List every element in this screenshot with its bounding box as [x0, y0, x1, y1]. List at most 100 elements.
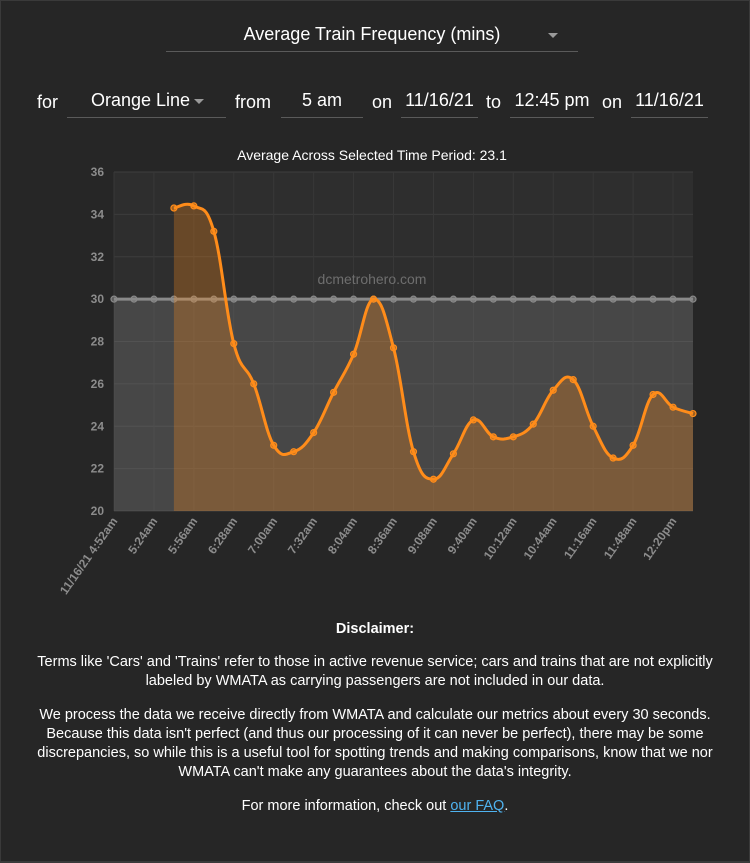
chart-watermark: dcmetrohero.com: [318, 271, 427, 287]
data-point: [130, 295, 138, 303]
start-date-value: 11/16/21: [405, 90, 474, 110]
x-tick-label: 10:44am: [521, 515, 560, 562]
data-point: [469, 295, 477, 303]
data-point: [569, 295, 577, 303]
data-point: [649, 390, 657, 399]
data-point: [489, 295, 497, 303]
x-tick-label: 10:12am: [481, 515, 520, 562]
data-point: [669, 295, 677, 303]
for-label: for: [37, 92, 59, 112]
data-point: [609, 454, 617, 462]
data-point: [429, 475, 438, 483]
data-point: [330, 388, 338, 396]
data-point: [629, 441, 637, 449]
data-point: [609, 295, 617, 303]
end-date-field[interactable]: 11/16/21: [631, 84, 708, 118]
end-time-field[interactable]: 12:45 pm: [510, 84, 594, 118]
x-tick-label: 11:16am: [561, 515, 600, 562]
faq-link[interactable]: our FAQ: [450, 798, 505, 814]
data-point: [190, 202, 198, 210]
data-point: [629, 295, 637, 303]
data-point: [349, 350, 358, 358]
data-point: [270, 441, 278, 449]
y-tick-label: 22: [91, 462, 105, 476]
to-label: to: [486, 92, 502, 112]
line-select-value: Orange Line: [91, 90, 191, 110]
disclaimer-heading: Disclaimer:: [335, 621, 415, 637]
data-point: [529, 420, 537, 428]
x-tick-label: 6:28am: [205, 515, 240, 557]
data-point: [549, 386, 557, 394]
data-point: [290, 295, 298, 303]
frequency-chart: Average Across Selected Time Period: 23.…: [57, 147, 697, 597]
data-point: [170, 204, 178, 212]
chart-area: Average Across Selected Time Period: 23.…: [0, 140, 750, 610]
data-point: [210, 227, 218, 235]
data-point: [230, 340, 238, 348]
data-point: [290, 448, 298, 456]
y-tick-label: 30: [91, 292, 105, 306]
x-tick-label: 9:40am: [445, 515, 480, 557]
data-point: [389, 295, 398, 303]
x-tick-label: 11:48am: [601, 515, 640, 562]
y-tick-label: 26: [91, 377, 105, 391]
data-point: [250, 380, 258, 388]
filter-row: for Orange Line from 5 am on 11/16/21 to…: [0, 84, 750, 120]
end-time-value: 12:45 pm: [514, 90, 590, 110]
chevron-down-icon: [548, 33, 558, 38]
data-point: [409, 448, 418, 456]
disclaimer: Disclaimer: Terms like 'Cars' and 'Train…: [14, 620, 736, 831]
y-tick-label: 20: [91, 504, 105, 518]
y-tick-label: 32: [91, 250, 105, 264]
start-time-field[interactable]: 5 am: [281, 84, 363, 118]
data-point: [349, 295, 358, 303]
x-tick-label: 12:20pm: [640, 515, 679, 563]
data-point: [649, 295, 657, 303]
x-tick-label: 9:08am: [405, 515, 440, 557]
x-tick-label: 11/16/21 4:52am: [57, 515, 121, 597]
on-label-start: on: [372, 92, 393, 112]
disclaimer-paragraph-3: For more information, check out our FAQ.: [14, 797, 736, 816]
faq-suffix: .: [504, 798, 509, 814]
metric-select-label: Average Train Frequency (mins): [243, 24, 501, 44]
y-tick-label: 28: [91, 335, 105, 349]
y-tick-label: 36: [91, 165, 105, 179]
metric-select[interactable]: Average Train Frequency (mins): [166, 18, 578, 52]
data-point: [489, 433, 497, 441]
data-point: [250, 295, 258, 303]
chart-title: Average Across Selected Time Period: 23.…: [237, 147, 507, 163]
x-tick-label: 7:00am: [245, 515, 280, 557]
data-point: [150, 295, 158, 303]
chevron-down-icon: [194, 99, 204, 104]
from-label: from: [235, 92, 271, 112]
disclaimer-paragraph-2: We process the data we receive directly …: [37, 707, 713, 780]
data-point: [270, 295, 278, 303]
data-point: [369, 295, 378, 303]
x-tick-label: 5:56am: [165, 515, 200, 557]
start-date-field[interactable]: 11/16/21: [401, 84, 478, 118]
data-point: [689, 295, 697, 303]
x-tick-label: 7:32am: [285, 515, 320, 557]
data-point: [569, 376, 577, 384]
data-point: [549, 295, 557, 303]
data-point: [310, 429, 318, 437]
data-point: [509, 433, 517, 441]
data-point: [429, 295, 438, 303]
data-point: [389, 344, 398, 352]
data-point: [210, 295, 218, 303]
line-select[interactable]: Orange Line: [67, 84, 226, 118]
data-point: [449, 295, 458, 303]
data-point: [509, 295, 517, 303]
data-point: [110, 295, 118, 303]
x-tick-label: 8:36am: [365, 515, 400, 557]
data-point: [230, 295, 238, 303]
x-tick-label: 8:04am: [325, 515, 360, 557]
y-tick-label: 24: [91, 419, 105, 433]
on-label-end: on: [602, 92, 623, 112]
data-point: [589, 295, 597, 303]
data-point: [409, 295, 418, 303]
start-time-value: 5 am: [301, 90, 343, 110]
disclaimer-paragraph-1: Terms like 'Cars' and 'Trains' refer to …: [37, 654, 713, 689]
end-date-value: 11/16/21: [635, 90, 704, 110]
data-point: [170, 295, 178, 303]
